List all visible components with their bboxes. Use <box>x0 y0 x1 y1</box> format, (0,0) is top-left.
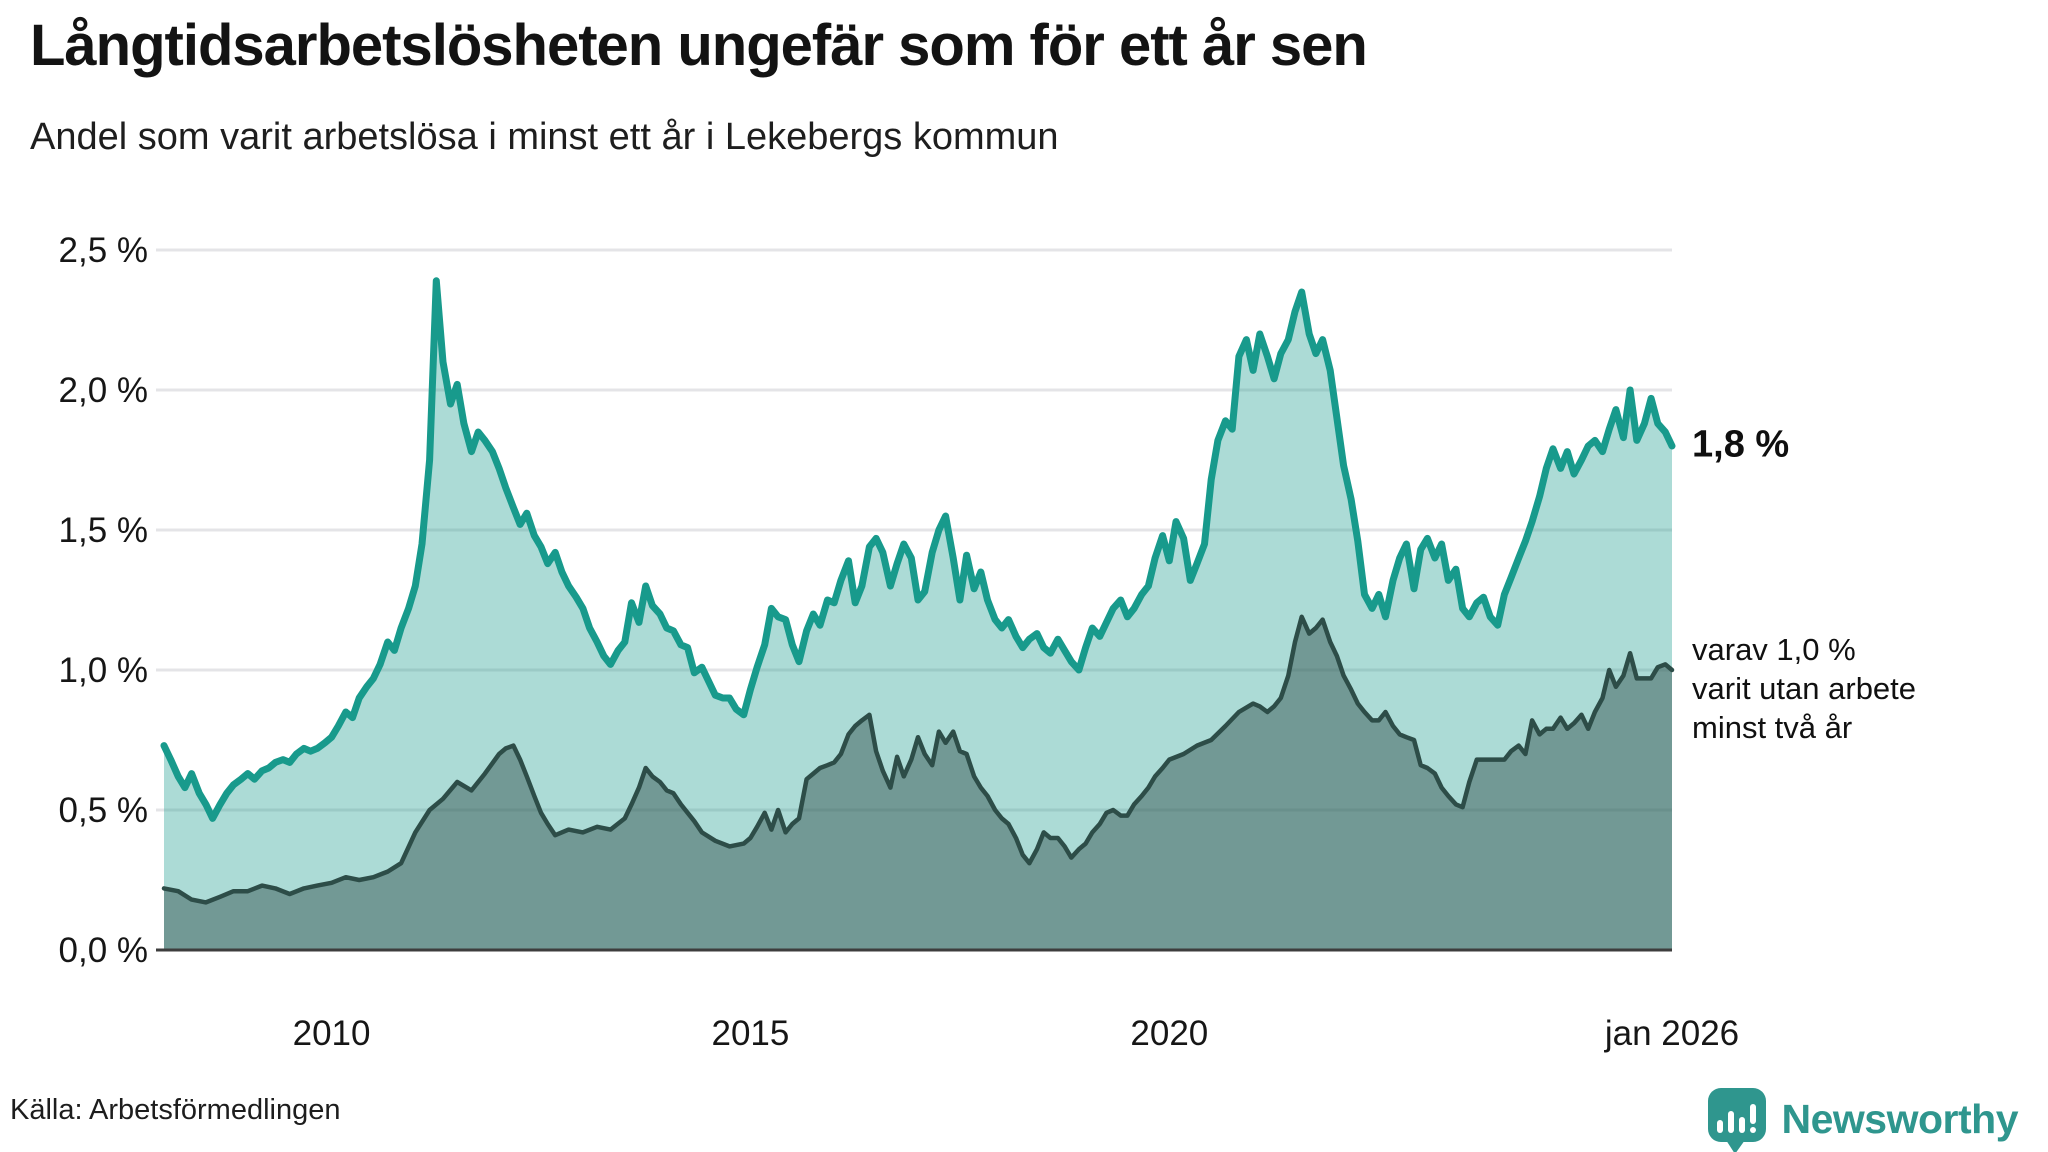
x-tick-label: 2020 <box>1130 1014 1208 1053</box>
area-minst-ett-år <box>164 280 1672 950</box>
x-tick-label: 2010 <box>293 1014 371 1053</box>
y-tick-label: 1,5 % <box>59 511 149 550</box>
annotation-line: varit utan arbete <box>1692 671 1917 706</box>
y-tick-label: 0,5 % <box>59 791 149 830</box>
x-tick-label: jan 2026 <box>1604 1014 1739 1053</box>
current-value-label: 1,8 % <box>1692 423 1790 466</box>
y-tick-label: 1,0 % <box>59 651 149 690</box>
chart-subtitle: Andel som varit arbetslösa i minst ett å… <box>30 116 1059 158</box>
x-tick-label: 2015 <box>712 1014 790 1053</box>
series-two-annotation: varav 1,0 % varit utan arbete minst två … <box>1692 630 1916 747</box>
line-minst-två-år <box>161 614 1675 905</box>
annotation-line: varav 1,0 % <box>1692 632 1856 667</box>
page-title: Långtidsarbetslösheten ungefär som för e… <box>30 13 1368 78</box>
newsworthy-speech-bubble-barchart-icon <box>1707 1086 1766 1152</box>
y-tick-label: 0,0 % <box>59 931 149 970</box>
line-minst-ett-år <box>160 277 1676 822</box>
annotation-line: minst två år <box>1692 710 1853 745</box>
y-tick-label: 2,0 % <box>59 371 149 410</box>
y-tick-label: 2,5 % <box>59 231 149 270</box>
source-credit: Källa: Arbetsförmedlingen <box>10 1094 341 1126</box>
newsworthy-wordmark: Newsworthy <box>1781 1095 2019 1142</box>
newsworthy-logo: Newsworthy <box>1707 1086 2019 1152</box>
area-minst-två-år <box>164 616 1672 950</box>
